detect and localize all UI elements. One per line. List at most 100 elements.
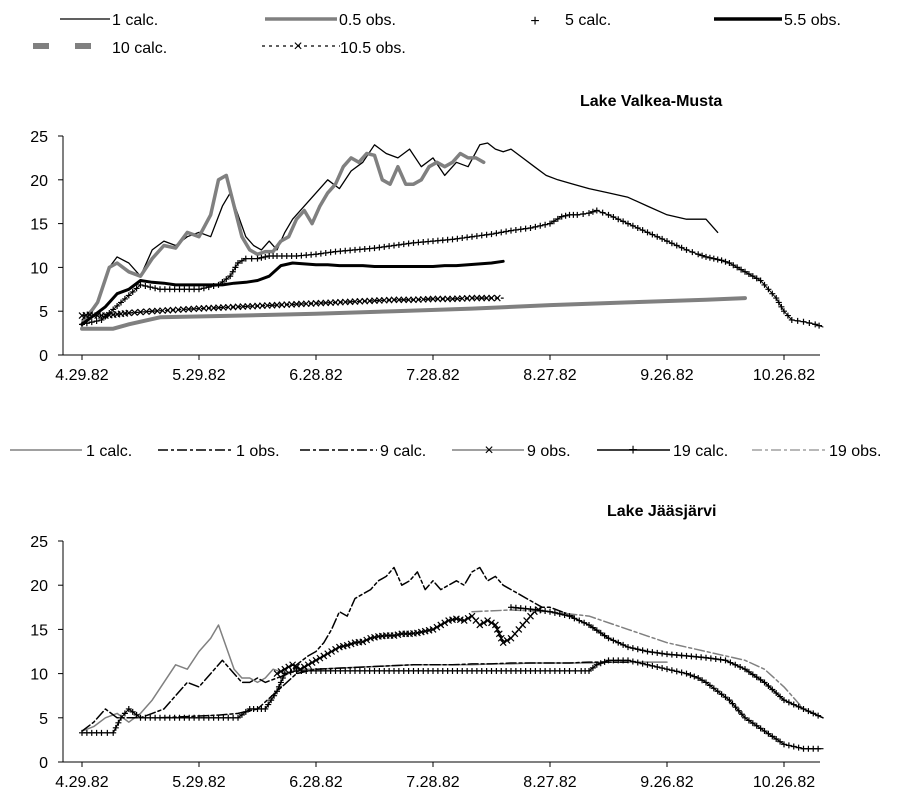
series-marker-plus [196,286,202,292]
chart1-title: Lake Valkea-Musta [580,93,722,110]
series-marker-plus [537,607,543,613]
series-marker-plus [542,222,548,228]
series-marker-plus [580,211,586,217]
y-tick-label: 20 [30,173,48,190]
series-marker-plus [723,259,729,265]
x-tick-label: 10.26.82 [753,774,815,791]
series-marker-plus [318,251,324,257]
series-marker-plus [664,666,670,672]
series-marker-plus [464,234,470,240]
series-marker-plus [707,255,713,261]
series-marker-plus [635,646,641,652]
series-marker-plus [386,243,392,249]
series-marker-plus [699,253,705,259]
legend1-label-0: 1 calc. [112,12,158,29]
series-marker-plus [537,223,543,229]
series-marker-plus [508,228,514,234]
series-marker-plus [484,232,490,238]
series-marker-plus [715,257,721,263]
series-marker-plus [711,256,717,262]
series-line-1-obs- [82,568,573,732]
series-marker-plus [687,672,693,678]
series-marker-plus [94,318,100,324]
series-marker-plus [406,241,412,247]
series-marker-plus [323,250,329,256]
series-marker-plus [401,241,407,247]
x-tick-label: 8.27.82 [523,774,576,791]
legend1-marker-5: × [293,38,302,55]
series-marker-plus [552,610,558,616]
series-marker-plus [450,236,456,242]
x-tick-label: 4.29.82 [55,774,108,791]
legend2-label-2: 9 calc. [380,443,426,460]
legend1-label-4: 10 calc. [112,40,167,57]
y-tick-label: 20 [30,578,48,595]
series-marker-plus [684,671,690,677]
x-tick-label: 6.28.82 [289,367,342,384]
series-marker-plus [454,236,460,242]
series-marker-plus [328,249,334,255]
y-tick-label: 5 [39,711,48,728]
y-tick-label: 0 [39,348,48,365]
series-marker-plus [630,645,636,651]
legend2-marker-3: × [484,442,493,459]
legend2-label-1: 1 obs. [236,443,280,460]
series-marker-plus [590,209,596,215]
series-marker-plus [396,242,402,248]
series-marker-plus [99,730,105,736]
series-marker-plus [528,225,534,231]
series-marker-plus [816,323,822,329]
series-marker-plus [459,235,465,241]
series-marker-plus [602,659,608,665]
series-marker-plus [572,668,578,674]
series-marker-plus [640,647,646,653]
series-marker-plus [376,244,382,250]
series-marker-plus [713,656,719,662]
series-marker-plus [542,608,548,614]
series-marker-plus [654,650,660,656]
series-marker-plus [532,224,538,230]
series-marker-plus [142,283,148,289]
x-tick-label: 9.26.82 [640,774,693,791]
legend2-label-3: 9 obs. [527,443,571,460]
legend1-label-1: 0.5 obs. [339,12,396,29]
x-tick-label: 6.28.82 [289,774,342,791]
series-marker-plus [104,730,110,736]
series-marker-plus [518,226,524,232]
series-marker-plus [695,251,701,257]
series-marker-plus [691,674,697,680]
x-tick-label: 8.27.82 [523,367,576,384]
series-marker-plus [474,233,480,239]
chart1-legend: 1 calc. 0.5 obs. + 5 calc. 5.5 obs. 10 c… [33,12,841,57]
chart2-legend: 1 calc. 1 obs. 9 calc. × 9 obs. + 19 cal… [10,442,881,460]
series-marker-plus [391,243,397,249]
legend2-marker-4: + [628,442,637,459]
y-tick-label: 25 [30,129,48,146]
series-marker-plus [493,230,499,236]
x-tick-label: 5.29.82 [172,367,225,384]
series-marker-plus [815,746,821,752]
chart2-title: Lake Jääsjärvi [607,503,716,520]
x-tick-label: 5.29.82 [172,774,225,791]
legend2-label-4: 19 calc. [673,443,728,460]
series-marker-plus [498,229,504,235]
x-tick-label: 10.26.82 [753,367,815,384]
series-marker-plus [669,667,675,673]
series-marker-plus [598,660,604,666]
series-marker-plus [719,257,725,263]
series-marker-plus [630,658,636,664]
series-marker-plus [479,232,485,238]
series-marker-plus [513,227,519,233]
series-marker-plus [372,245,378,251]
y-tick-label: 10 [30,260,48,277]
legend2-label-0: 1 calc. [86,443,132,460]
series-marker-plus [489,231,495,237]
series-marker-plus [786,742,792,748]
series-marker-plus [255,256,261,262]
y-tick-label: 10 [30,667,48,684]
series-marker-plus [586,210,592,216]
series-marker-plus [649,663,655,669]
series-marker-plus [503,228,509,234]
series-marker-plus [258,255,264,261]
y-tick-label: 5 [39,304,48,321]
